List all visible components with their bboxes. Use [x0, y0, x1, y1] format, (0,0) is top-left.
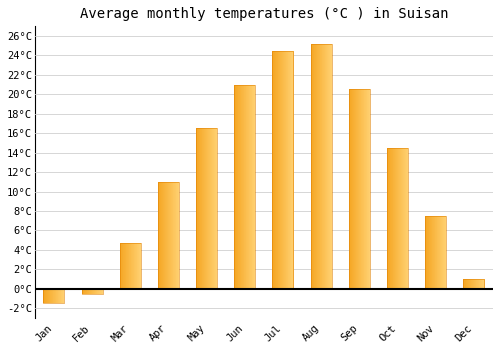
Bar: [196, 128, 217, 289]
Bar: [120, 243, 141, 289]
Bar: [387, 148, 408, 289]
Bar: [272, 51, 293, 289]
Bar: [426, 216, 446, 289]
Title: Average monthly temperatures (°C ) in Suisan: Average monthly temperatures (°C ) in Su…: [80, 7, 448, 21]
Bar: [464, 279, 484, 289]
Bar: [44, 289, 64, 303]
Bar: [310, 44, 332, 289]
Bar: [158, 182, 179, 289]
Bar: [349, 90, 370, 289]
Bar: [234, 85, 256, 289]
Bar: [82, 289, 102, 294]
